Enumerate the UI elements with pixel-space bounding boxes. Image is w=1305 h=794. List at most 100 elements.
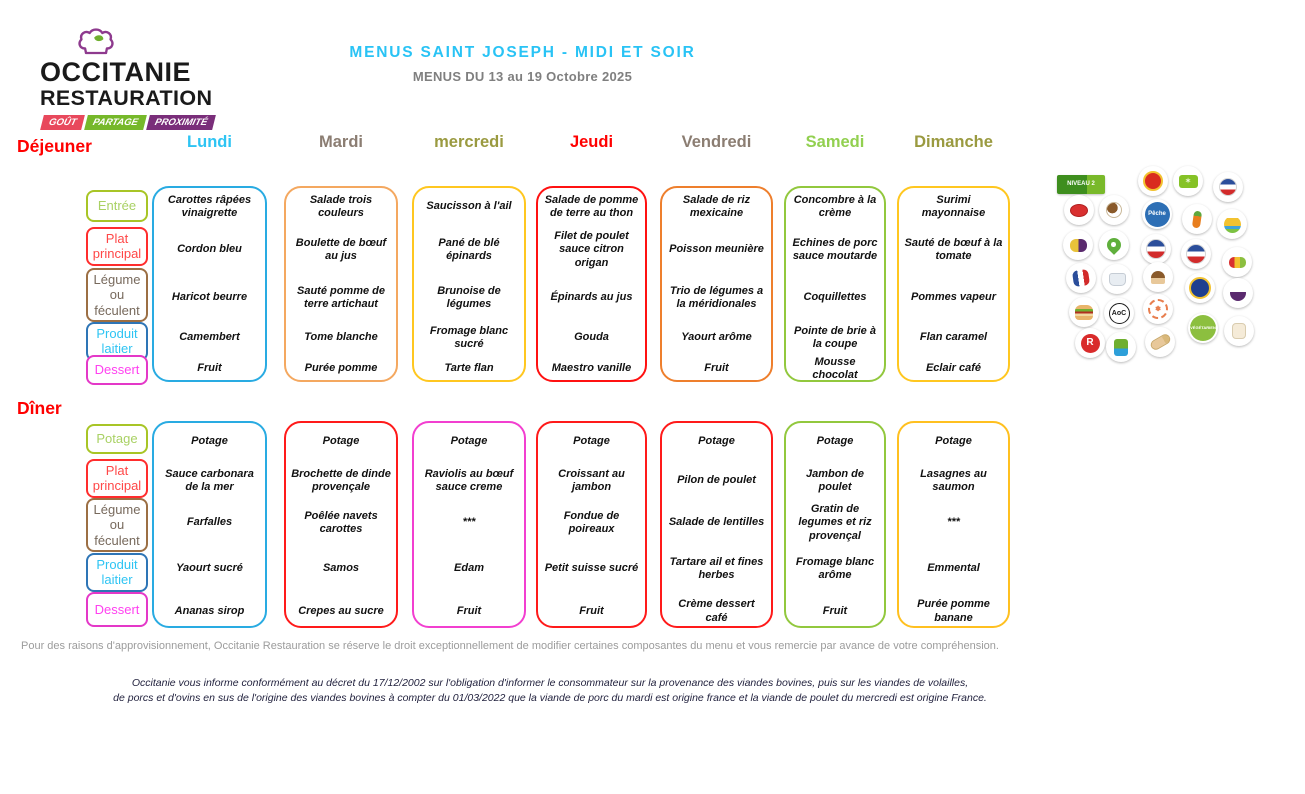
lunch-mardi-item-2: Sauté pomme de terre artichaut (296, 284, 386, 310)
volaille-badge-icon (1106, 202, 1122, 218)
location-pin-badge (1099, 230, 1129, 260)
footnote-origine-line1: Occitanie vous informe conformément au d… (131, 677, 969, 689)
lunch-category-l-gume-ou-f-culent: Légume ou féculent (86, 268, 148, 322)
location-pin-badge-icon (1104, 235, 1124, 255)
brand-logo: OCCITANIE RESTAURATION GOÛT PARTAGE PROXIM… (40, 28, 220, 130)
dinner-vendredi-item-1: Pilon de poulet (677, 474, 756, 487)
dinner-samedi-item-3: Fromage blanc arôme (795, 555, 875, 581)
wrap-badge-icon (1148, 332, 1172, 352)
lunch-samedi-item-1: Echines de porc sauce moutarde (792, 236, 878, 262)
dinner-vendredi-item-4: Crème dessert café (678, 598, 755, 624)
soup-bowl-badge (1223, 278, 1253, 308)
aoc-badge-icon: AoC (1108, 302, 1130, 324)
viande-porcine-francaise-badge (1181, 239, 1211, 269)
dinner-mardi-item-1: Brochette de dinde provençale (291, 467, 391, 493)
dinner-jeudi-item-0: Potage (573, 435, 610, 448)
dinner-samedi-item-1: Jambon de poulet (805, 467, 865, 493)
dinner-vendredi-item-0: Potage (698, 435, 735, 448)
eco-label-badge (1106, 332, 1136, 362)
chef-hat-icon (78, 28, 114, 55)
viande-bovine-francaise-badge (1141, 234, 1171, 264)
dinner-jeudi-item-1: Croissant au jambon (558, 467, 625, 493)
dinner-vendredi-item-3: Tartare ail et fines herbes (669, 555, 764, 581)
lunch-section-label: Déjeuner (17, 136, 92, 156)
lunch-card-vendredi: Salade de riz mexicaine Poisson meunière T… (660, 186, 773, 382)
dinner-samedi-item-2: Gratin de legumes et riz provençal (798, 503, 872, 542)
sun-water-badge-icon (1223, 215, 1241, 233)
carrot-badge (1182, 204, 1212, 234)
dinner-jeudi-item-3: Petit suisse sucré (544, 562, 639, 575)
chef-jacket-badge (1102, 264, 1132, 294)
burger-badge (1069, 297, 1099, 327)
dinner-lundi-item-2: Farfalles (186, 516, 233, 529)
brand-ribbon-goût: GOÛT (40, 114, 86, 130)
pear-eggplant-badge-icon (1069, 238, 1087, 252)
lunch-mardi-item-4: Purée pomme (304, 362, 378, 375)
lunch-lundi-item-3: Camembert (179, 331, 240, 344)
footnote-origine-line2: de porcs et d'ovins en sus de l'origine … (113, 692, 987, 705)
label-europeen-badge-icon (1189, 277, 1211, 299)
lunch-jeudi-item-4: Maestro vanille (551, 362, 632, 375)
artisan-stamp-badge-icon: ✽ (1148, 299, 1168, 319)
burger-badge-icon (1075, 304, 1093, 320)
dinner-dimanche-item-1: Lasagnes au saumon (920, 467, 987, 493)
dinner-samedi-item-4: Fruit (822, 604, 848, 617)
dinner-jeudi-item-4: Fruit (579, 604, 604, 617)
dinner-lundi-item-1: Sauce carbonara de la mer (165, 467, 254, 493)
day-header-dimanche: Dimanche (914, 133, 993, 151)
day-header-mercredi: mercredi (434, 133, 504, 151)
day-header-samedi: Samedi (805, 133, 865, 151)
dinner-card-vendredi: Potage Pilon de poulet Salade de lentilles… (660, 421, 773, 628)
dinner-card-samedi: Potage Jambon de poulet Gratin de legumes … (784, 421, 886, 628)
dinner-mardi-item-2: Poêlée navets carottes (304, 509, 378, 535)
pear-eggplant-badge (1063, 230, 1093, 260)
fruits-badge (1222, 247, 1252, 277)
dinner-mardi-item-4: Crepes au sucre (298, 604, 384, 617)
lunch-category-dessert: Dessert (86, 355, 148, 385)
lunch-dimanche-item-0: Surimi mayonnaise (921, 193, 986, 219)
lunch-card-lundi: Carottes râpées vinaigrette Cordon bleu Ha… (152, 186, 267, 382)
lunch-vendredi-item-0: Salade de riz mexicaine (682, 193, 751, 219)
lunch-vendredi-item-1: Poisson meunière (669, 243, 764, 256)
lunch-dimanche-item-4: Eclair café (925, 362, 982, 375)
certification-environnementale-niveau-2-badge: NIVEAU 2 (1057, 174, 1105, 194)
dinner-mercredi-item-4: Fruit (456, 604, 482, 617)
lunch-samedi-item-2: Coquillettes (803, 291, 867, 304)
dinner-dimanche-item-0: Potage (935, 435, 972, 448)
dinner-lundi-item-0: Potage (191, 435, 228, 448)
dinner-section-label: Dîner (17, 398, 62, 418)
lunch-mercredi-item-1: Pané de blé épinards (438, 236, 500, 262)
dinner-mardi-item-0: Potage (322, 435, 360, 448)
lunch-mardi-item-0: Salade trois couleurs (309, 193, 373, 219)
dinner-lundi-item-4: Ananas sirop (174, 604, 245, 617)
soup-bowl-badge-icon (1230, 285, 1246, 301)
vegetarien-badge-icon: VÉGÉTARIEN (1190, 315, 1216, 341)
lunch-vendredi-item-4: Fruit (704, 362, 729, 375)
produits-laitiers-france-badge (1213, 172, 1243, 202)
lunch-mardi-item-1: Boulette de bœuf au jus (295, 236, 387, 262)
lunch-dimanche-item-2: Pommes vapeur (911, 291, 996, 304)
bio-europe-badge: ✶ (1173, 166, 1203, 196)
lunch-mercredi-item-4: Tarte flan (444, 362, 494, 375)
lunch-card-samedi: Concombre à la crème Echines de porc sauc… (784, 186, 886, 382)
day-header-vendredi: Vendredi (681, 133, 752, 151)
dinner-dimanche-item-4: Purée pomme banane (917, 598, 990, 624)
dinner-mercredi-item-2: *** (462, 516, 476, 529)
cream-pot-badge-icon (1232, 323, 1246, 339)
produits-laitiers-france-badge-icon (1219, 178, 1237, 196)
lunch-dimanche-item-3: Flan caramel (919, 331, 988, 344)
carrot-badge-icon (1191, 210, 1203, 228)
peche-durable-badge-icon: Pêche (1144, 201, 1170, 227)
lunch-card-mercredi: Saucisson à l'ail Pané de blé épinards Bru… (412, 186, 526, 382)
label-europeen-badge (1185, 273, 1215, 303)
brand-ribbon-partage: PARTAGE (84, 114, 148, 130)
cream-pot-badge (1224, 316, 1254, 346)
bio-europe-badge-icon: ✶ (1178, 174, 1198, 188)
dinner-card-lundi: Potage Sauce carbonara de la mer Farfalles… (152, 421, 267, 628)
day-header-lundi: Lundi (187, 133, 232, 151)
dinner-mercredi-item-3: Edam (454, 562, 484, 575)
lunch-lundi-item-4: Fruit (197, 362, 222, 375)
lunch-card-mardi: Salade trois couleurs Boulette de bœuf au… (284, 186, 398, 382)
muffin-badge (1143, 262, 1173, 292)
